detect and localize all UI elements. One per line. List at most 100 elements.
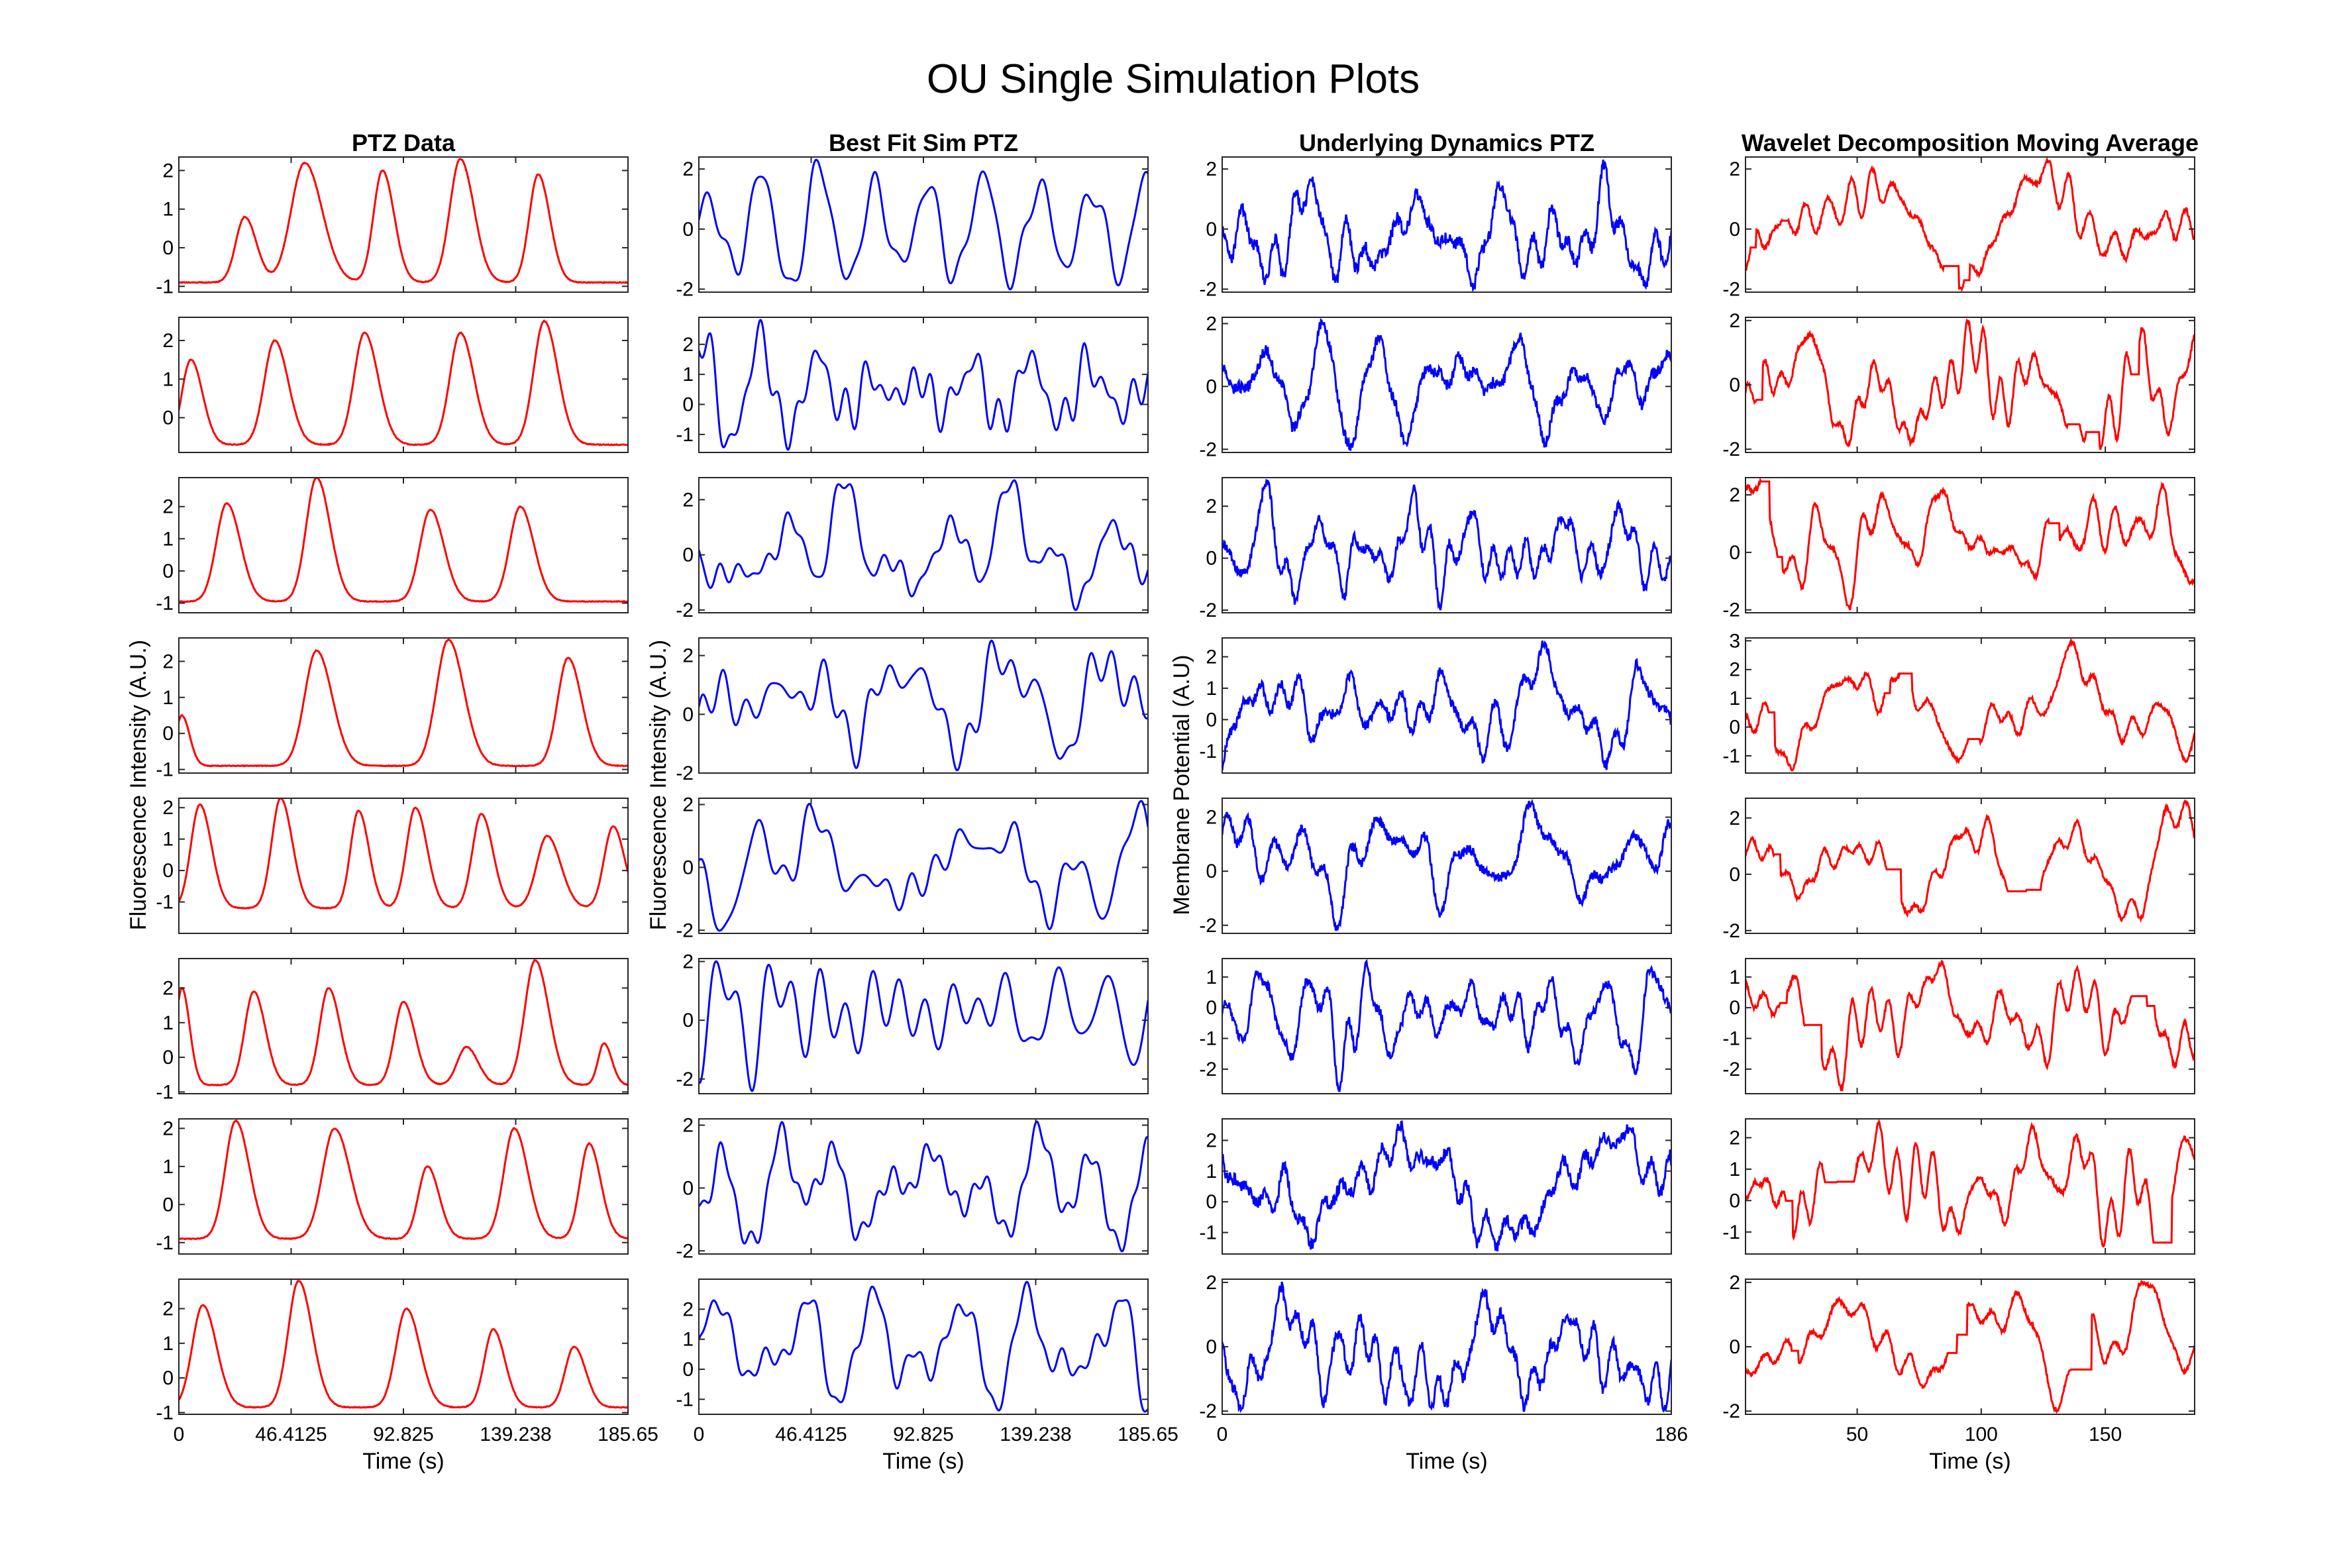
y-tick-label: -2 [1722, 920, 1740, 942]
axes-frame [178, 477, 629, 613]
y-tick-label: 0 [682, 1177, 694, 1199]
series-line [699, 479, 1148, 611]
y-tick-label: 0 [1729, 219, 1740, 240]
y-tick-label: 0 [1729, 1190, 1740, 1212]
y-tick-label: -1 [156, 1402, 174, 1424]
y-tick-label: 0 [1729, 717, 1740, 739]
x-tick-label: 150 [2089, 1424, 2122, 1445]
y-tick-label: 0 [682, 545, 694, 566]
axes-frame [1222, 798, 1672, 934]
y-tick-label: -2 [1722, 600, 1740, 621]
y-tick-label: 0 [682, 1359, 694, 1381]
y-tick-label: 0 [682, 704, 694, 725]
y-tick-label: -2 [676, 762, 694, 784]
axes-frame [1222, 637, 1672, 774]
x-axis-label: Time (s) [1929, 1449, 2010, 1474]
x-tick-label: 185.65 [1118, 1424, 1178, 1445]
x-tick-label: 0 [1217, 1424, 1228, 1445]
axes-frame [698, 156, 1149, 293]
axes-frame [178, 637, 629, 774]
x-tick-label: 185.65 [598, 1424, 658, 1445]
y-tick-label: -1 [1722, 1028, 1740, 1050]
series-line [1222, 478, 1671, 611]
y-tick-label: 1 [682, 364, 694, 386]
axes-frame [1745, 156, 2195, 293]
y-tick-label: 2 [1206, 807, 1217, 829]
panel-c4-r3: -2 0 2 [1722, 477, 2195, 621]
y-tick-label: 0 [162, 407, 174, 429]
y-tick-label: 2 [1729, 1272, 1740, 1294]
series-line [1746, 1119, 2195, 1248]
y-axis-label: Membrane Potential (A.U) [1169, 654, 1194, 915]
y-tick-label: 0 [1206, 548, 1217, 570]
y-tick-label: -2 [1722, 1059, 1740, 1080]
panel-c3-r1: -2 0 2 [1199, 156, 1672, 300]
y-tick-label: 2 [682, 794, 694, 815]
x-axis-label: Time (s) [882, 1449, 964, 1474]
y-tick-label: -2 [676, 278, 694, 300]
y-tick-label: 2 [162, 330, 174, 352]
series-line [1222, 159, 1671, 292]
panel-c1-r4: -1 0 1 2 [156, 637, 629, 781]
y-tick-label: -1 [156, 592, 174, 614]
x-tick-label: 100 [1965, 1424, 1998, 1445]
column-title-2: Best Fit Sim PTZ [829, 129, 1018, 156]
series-line [1746, 478, 2195, 611]
y-tick-label: 1 [162, 528, 174, 550]
axes-frame [1745, 637, 2195, 774]
y-tick-label: 0 [682, 857, 694, 878]
x-tick-label: 139.238 [480, 1424, 551, 1445]
axes-frame [178, 958, 629, 1094]
y-tick-label: 0 [1206, 997, 1217, 1019]
series-line [699, 800, 1148, 932]
y-tick-label: 1 [162, 1333, 174, 1355]
y-tick-label: -1 [156, 276, 174, 297]
panel-c4-r1: -2 0 2 [1722, 156, 2195, 300]
y-tick-label: 1 [1206, 1161, 1217, 1182]
series-line [1746, 157, 2195, 292]
y-tick-label: 1 [162, 829, 174, 851]
panel-c2-r5: -2 0 2 [676, 794, 1149, 941]
y-tick-label: -2 [676, 1069, 694, 1090]
y-tick-label: 2 [162, 797, 174, 819]
y-tick-label: -2 [676, 1240, 694, 1262]
y-tick-label: 0 [162, 1047, 174, 1069]
series-line [179, 959, 628, 1086]
y-tick-label: 1 [162, 368, 174, 390]
y-tick-label: 2 [1729, 1127, 1740, 1149]
column-4: Wavelet Decomposition Moving Average -2 0 2… [1722, 129, 2199, 1474]
column-title-4: Wavelet Decomposition Moving Average [1742, 129, 2199, 156]
y-tick-label: 0 [1729, 374, 1740, 396]
y-tick-label: 2 [1206, 313, 1217, 335]
axes-frame [1745, 477, 2195, 613]
series-line [699, 319, 1148, 451]
x-tick-label: 0 [174, 1424, 185, 1445]
axes-frame [178, 1118, 629, 1255]
axes-frame [1222, 958, 1672, 1094]
axes-frame [1745, 1118, 2195, 1255]
panel-c2-r7: -2 0 2 [676, 1114, 1149, 1262]
axes-frame [698, 958, 1149, 1094]
x-axis-label: Time (s) [1406, 1449, 1487, 1474]
x-tick-label: 0 [694, 1424, 705, 1445]
x-tick-label: 92.825 [893, 1424, 954, 1445]
column-title-3: Underlying Dynamics PTZ [1299, 129, 1594, 156]
y-tick-label: 2 [1729, 659, 1740, 681]
y-tick-label: -1 [1199, 741, 1217, 762]
panel-c3-r2: -2 0 2 [1199, 313, 1672, 460]
series-line [699, 639, 1148, 772]
y-tick-label: 2 [1206, 1272, 1217, 1294]
panel-c2-r4: -2 0 2 [676, 637, 1149, 784]
axes-frame [1222, 477, 1672, 613]
panel-c4-r4: -1 0 1 2 3 [1722, 630, 2195, 774]
panel-c4-r7: -1 0 1 2 [1722, 1118, 2195, 1255]
y-tick-label: -1 [156, 1232, 174, 1254]
y-tick-label: 2 [682, 489, 694, 511]
y-tick-label: 0 [162, 723, 174, 745]
y-tick-label: 0 [162, 560, 174, 582]
series-line [179, 478, 628, 603]
y-tick-label: 1 [162, 687, 174, 709]
y-tick-label: 0 [1729, 1336, 1740, 1358]
